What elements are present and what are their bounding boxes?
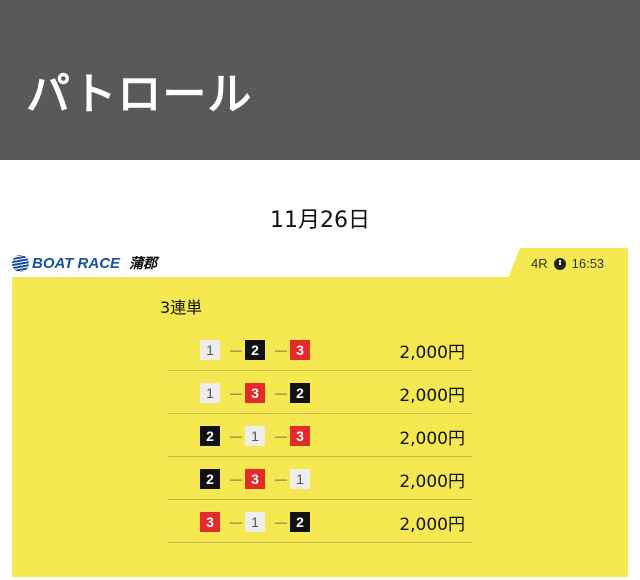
- boat-number-badge: 1: [245, 426, 265, 446]
- dash-separator: —: [275, 472, 287, 486]
- race-info-tab: [508, 248, 628, 278]
- bet-row: 2—1—3 2,000円: [168, 414, 472, 457]
- page-header: パトロール: [0, 0, 640, 160]
- dash-separator: —: [230, 515, 242, 529]
- boat-number-badge: 3: [290, 426, 310, 446]
- boat-number-badge: 1: [200, 340, 220, 360]
- dash-separator: —: [230, 343, 242, 357]
- boat-number-badge: 2: [200, 469, 220, 489]
- bet-row: 2—3—1 2,000円: [168, 457, 472, 500]
- bet-amount: 2,000円: [399, 429, 465, 449]
- boat-number-badge: 1: [245, 512, 265, 532]
- dash-separator: —: [275, 429, 287, 443]
- dash-separator: —: [230, 386, 242, 400]
- boat-number-badge: 1: [200, 383, 220, 403]
- date-heading: 11月26日: [270, 208, 370, 233]
- boat-number-badge: 3: [245, 383, 265, 403]
- boat-number-badge: 2: [200, 426, 220, 446]
- boat-number-badge: 2: [290, 383, 310, 403]
- clock-icon: [553, 257, 566, 270]
- bet-type: 3連単: [160, 298, 203, 317]
- boat-number-badge: 1: [290, 469, 310, 489]
- bet-row: 1—2—3 2,000円: [168, 328, 472, 371]
- boat-number-badge: 3: [245, 469, 265, 489]
- bet-amount: 2,000円: [399, 386, 465, 406]
- bet-amount: 2,000円: [399, 343, 465, 363]
- bet-row: 3—1—2 2,000円: [168, 500, 472, 543]
- boat-number-badge: 3: [200, 512, 220, 532]
- dash-separator: —: [275, 515, 287, 529]
- boat-number-badge: 3: [290, 340, 310, 360]
- boat-number-badge: 2: [245, 340, 265, 360]
- bet-amount: 2,000円: [399, 515, 465, 535]
- dash-separator: —: [275, 386, 287, 400]
- race-time: 16:53: [571, 256, 605, 271]
- race-info: 4R 16:53: [531, 256, 604, 271]
- bet-panel: [12, 277, 628, 577]
- dash-separator: —: [230, 472, 242, 486]
- logo-brand: BOAT RACE: [32, 254, 121, 272]
- bet-row: 1—3—2 2,000円: [168, 371, 472, 414]
- boat-number-badge: 2: [290, 512, 310, 532]
- dash-separator: —: [230, 429, 242, 443]
- dash-separator: —: [275, 343, 287, 357]
- race-number: 4R: [531, 256, 548, 271]
- bet-amount: 2,000円: [399, 472, 465, 492]
- logo-venue: 蒲郡: [129, 256, 158, 272]
- boatrace-logo: BOAT RACE 蒲郡: [12, 253, 157, 273]
- page-title: パトロール: [26, 69, 253, 120]
- boatrace-logo-icon: [12, 254, 29, 272]
